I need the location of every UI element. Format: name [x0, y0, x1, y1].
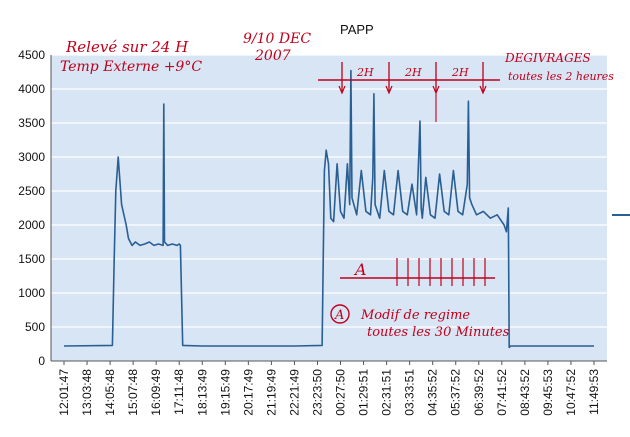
- x-tick-label: 06:39:52: [472, 369, 486, 416]
- x-tick-label: 11:49:53: [587, 369, 601, 415]
- y-tick-label: 2000: [18, 218, 45, 232]
- y-axis-ticks: 0 500 1000 1500 2000 2500 3000 3500 4000 4500: [18, 48, 45, 368]
- x-tick-label: 22:21:49: [287, 369, 301, 416]
- series-line-papp: [63, 69, 594, 349]
- note-modif-regime: Modif de regime: [360, 308, 470, 323]
- x-tick-label: 02:31:51: [380, 369, 394, 416]
- note-toutes-2h: toutes les 2 heures: [508, 70, 614, 83]
- y-tick-label: 1500: [18, 252, 45, 266]
- interval-arrow-head: [385, 85, 393, 95]
- y-tick-label: 3000: [18, 150, 45, 164]
- x-tick-label: 14:05:48: [103, 369, 117, 416]
- x-tick-label: 21:19:49: [264, 369, 278, 416]
- x-tick-label: 15:07:48: [126, 369, 140, 416]
- chart-title: PAPP: [340, 22, 374, 37]
- x-tick-label: 01:29:51: [357, 369, 371, 416]
- x-tick-label: 04:35:52: [426, 369, 440, 416]
- handwritten-marks: [318, 62, 500, 286]
- x-tick-label: 08:43:52: [518, 369, 532, 416]
- x-axis-ticks: 12:01:47 13:03:48 14:05:48 15:07:48 16:09:49…: [57, 361, 601, 416]
- x-tick-label: 03:33:51: [403, 369, 417, 416]
- y-tick-label: 500: [25, 320, 45, 334]
- x-tick-label: 17:11:48: [172, 369, 186, 415]
- x-tick-label: 16:09:49: [149, 369, 163, 416]
- interval-label-2: 2H: [404, 66, 422, 79]
- plot-area: [51, 55, 607, 361]
- note-releve: Relevé sur 24 H: [65, 38, 189, 56]
- y-tick-label: 1000: [18, 286, 45, 300]
- interval-arrow-head: [479, 85, 487, 95]
- gridlines: [51, 54, 607, 328]
- y-tick-label: 3500: [18, 116, 45, 130]
- x-tick-label: 19:15:49: [218, 369, 232, 416]
- circled-a-ring: [330, 304, 350, 324]
- y-tick-label: 0: [38, 354, 45, 368]
- x-tick-label: 23:23:50: [310, 369, 324, 416]
- interval-label-3: 2H: [451, 66, 469, 79]
- x-tick-label: 00:27:50: [334, 369, 348, 416]
- interval-arrow-head: [338, 85, 346, 95]
- note-year: 2007: [254, 48, 291, 64]
- x-tick-label: 12:01:47: [57, 369, 71, 416]
- x-tick-label: 18:13:49: [195, 369, 209, 416]
- note-date: 9/10 DEC: [243, 31, 311, 47]
- x-tick-label: 09:45:53: [541, 369, 555, 416]
- letter-a: A: [353, 260, 367, 279]
- x-tick-label: 13:03:48: [80, 369, 94, 416]
- note-degivrages: DEGIVRAGES: [504, 51, 591, 65]
- y-tick-label: 4000: [18, 82, 45, 96]
- note-temp-externe: Temp Externe +9°C: [60, 59, 202, 75]
- interval-label-1: 2H: [356, 66, 374, 79]
- y-tick-label: 4500: [18, 48, 45, 62]
- x-tick-label: 07:41:52: [495, 369, 509, 416]
- x-tick-label: 10:47:52: [564, 369, 578, 416]
- x-tick-label: 05:37:52: [449, 369, 463, 416]
- circled-a-letter: A: [334, 308, 344, 323]
- x-tick-label: 20:17:49: [241, 369, 255, 416]
- handwritten-annotations: Relevé sur 24 H Temp Externe +9°C 9/10 D…: [60, 31, 614, 340]
- y-tick-label: 2500: [18, 184, 45, 198]
- series-group: [63, 69, 594, 349]
- note-toutes-30min: toutes les 30 Minutes: [367, 325, 510, 340]
